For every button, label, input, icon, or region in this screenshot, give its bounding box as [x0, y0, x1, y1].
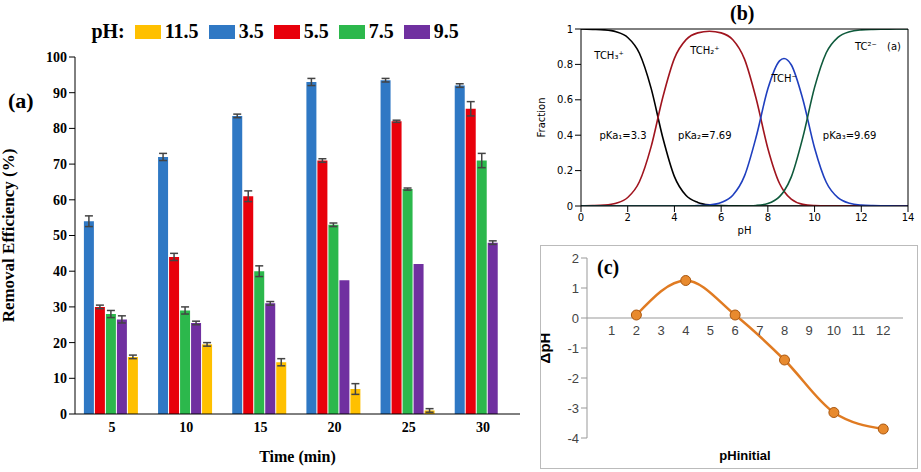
- svg-text:Time (min): Time (min): [259, 448, 336, 466]
- svg-text:70: 70: [53, 157, 67, 172]
- svg-text:0: 0: [578, 212, 584, 223]
- html-text:5.5: 5.5: [303, 20, 329, 42]
- svg-text:10: 10: [827, 323, 841, 338]
- svg-text:12: 12: [855, 212, 868, 223]
- svg-text:-1: -1: [567, 341, 579, 356]
- svg-text:40: 40: [53, 264, 67, 279]
- svg-text:ΔpH: ΔpH: [541, 333, 553, 364]
- svg-text:(a): (a): [887, 41, 901, 52]
- svg-text:100: 100: [46, 50, 67, 65]
- svg-text:0.8: 0.8: [557, 59, 573, 70]
- svg-text:TCH₂⁺: TCH₂⁺: [689, 45, 719, 56]
- svg-text:15: 15: [253, 420, 267, 435]
- svg-text:pKa₃=9.69: pKa₃=9.69: [823, 130, 877, 141]
- svg-text:-4: -4: [567, 431, 579, 446]
- svg-text:50: 50: [53, 228, 67, 243]
- html-text:7.5: 7.5: [368, 20, 394, 42]
- svg-text:pHinitial: pHinitial: [719, 448, 770, 463]
- svg-text:20: 20: [53, 336, 67, 351]
- svg-text:Removal Efficiency (%): Removal Efficiency (%): [8, 149, 18, 323]
- svg-text:10: 10: [808, 212, 821, 223]
- svg-text:8: 8: [781, 323, 788, 338]
- svg-text:1: 1: [572, 281, 579, 296]
- svg-text:5: 5: [707, 323, 714, 338]
- svg-text:90: 90: [53, 86, 67, 101]
- html-text:(c): (c): [597, 256, 620, 278]
- svg-text:2: 2: [625, 212, 631, 223]
- svg-text:80: 80: [53, 121, 67, 136]
- svg-text:10: 10: [179, 420, 193, 435]
- svg-text:TC²⁻: TC²⁻: [854, 41, 877, 52]
- svg-text:0.6: 0.6: [557, 94, 573, 105]
- svg-text:9: 9: [806, 323, 813, 338]
- svg-text:3: 3: [657, 323, 664, 338]
- svg-text:pKa₁=3.3: pKa₁=3.3: [599, 130, 646, 141]
- svg-text:20: 20: [328, 420, 342, 435]
- svg-text:11: 11: [852, 323, 866, 338]
- html-text:(b): (b): [730, 2, 755, 24]
- svg-text:14: 14: [902, 212, 913, 223]
- svg-text:30: 30: [53, 300, 67, 315]
- svg-text:pH: pH: [738, 225, 752, 236]
- svg-text:0: 0: [60, 407, 67, 422]
- html-text:11.5: 11.5: [164, 20, 199, 42]
- svg-text:6: 6: [732, 323, 739, 338]
- svg-text:pKa₂=7.69: pKa₂=7.69: [678, 130, 732, 141]
- svg-text:8: 8: [765, 212, 771, 223]
- svg-text:60: 60: [53, 193, 67, 208]
- svg-text:6: 6: [718, 212, 724, 223]
- svg-text:1: 1: [608, 323, 615, 338]
- svg-text:-3: -3: [567, 401, 579, 416]
- html-text:9.5: 9.5: [433, 20, 459, 42]
- html-text:(a): (a): [8, 88, 34, 113]
- svg-text:10: 10: [53, 371, 67, 386]
- svg-text:TCH₃⁺: TCH₃⁺: [593, 50, 623, 61]
- svg-text:0: 0: [567, 201, 573, 212]
- html-text:3.5: 3.5: [238, 20, 264, 42]
- svg-text:Fraction: Fraction: [536, 98, 547, 138]
- svg-text:TCH⁻: TCH⁻: [771, 73, 797, 84]
- svg-text:0: 0: [572, 311, 579, 326]
- svg-text:25: 25: [402, 420, 416, 435]
- svg-text:-2: -2: [567, 371, 579, 386]
- svg-text:30: 30: [476, 420, 490, 435]
- svg-text:2: 2: [633, 323, 640, 338]
- svg-text:0.4: 0.4: [557, 130, 573, 141]
- svg-text:0.2: 0.2: [557, 165, 573, 176]
- svg-text:7: 7: [756, 323, 763, 338]
- html-text:pH:: pH:: [91, 20, 125, 42]
- svg-text:1: 1: [567, 24, 573, 35]
- svg-text:4: 4: [671, 212, 677, 223]
- svg-text:2: 2: [572, 251, 579, 266]
- svg-text:12: 12: [876, 323, 890, 338]
- svg-text:4: 4: [682, 323, 689, 338]
- svg-text:5: 5: [109, 420, 116, 435]
